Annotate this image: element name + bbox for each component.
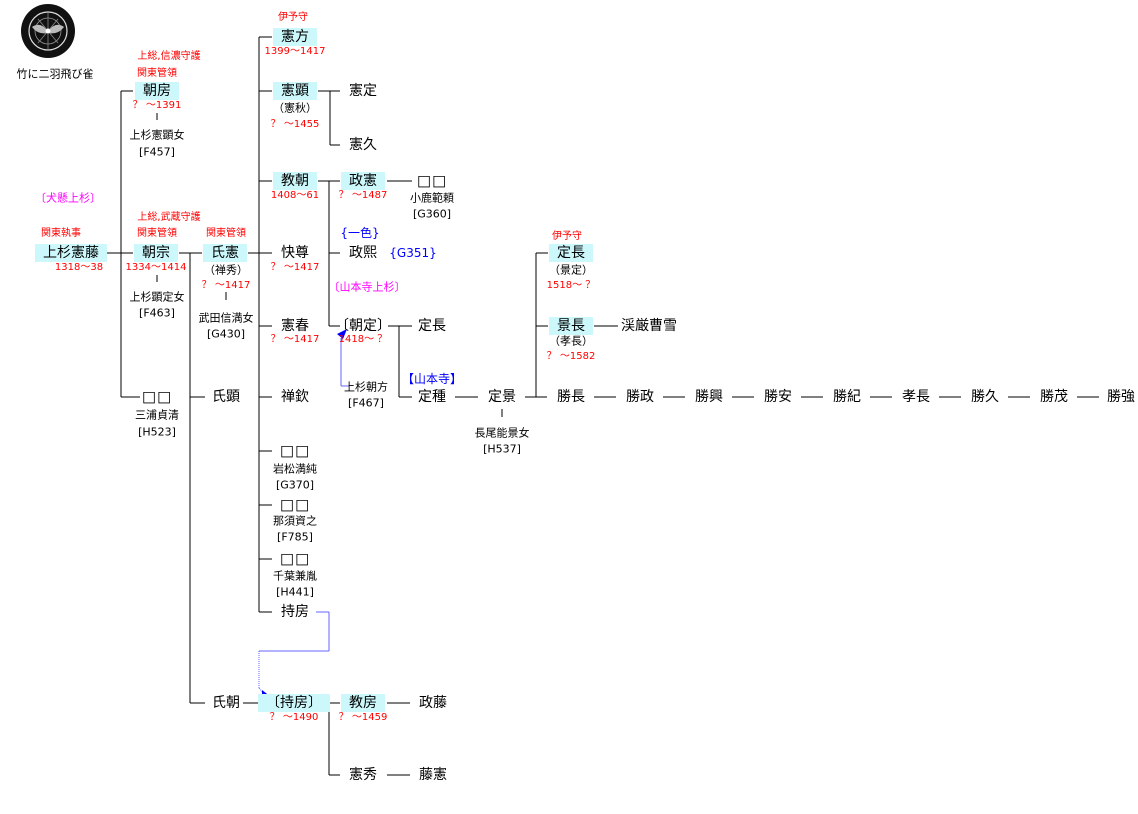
title: 関東管領 bbox=[137, 228, 177, 239]
spouse: 武田信満女 bbox=[198, 311, 254, 325]
person-name: 勝紀 bbox=[833, 389, 861, 405]
dates: 1408～61 bbox=[270, 190, 320, 201]
dates: 1318～38 bbox=[54, 262, 104, 273]
adoption-arrowhead-icon bbox=[337, 329, 347, 339]
dates: ？ ～1582 bbox=[546, 351, 596, 362]
person-name: 憲方 bbox=[273, 28, 317, 46]
title: 関東管領 bbox=[206, 228, 246, 239]
crest-caption: 竹に二羽飛び雀 bbox=[16, 67, 94, 81]
person-name: 憲定 bbox=[349, 83, 377, 99]
spouse-ref: [F463] bbox=[139, 306, 175, 320]
spouse-ref: [G360] bbox=[412, 207, 452, 221]
dates: 1334～1414 bbox=[125, 262, 187, 273]
person-name: 上杉憲藤 bbox=[35, 244, 107, 262]
person-name: 定種 bbox=[418, 389, 446, 405]
dates: ？ ～1391 bbox=[132, 100, 182, 111]
spouse: 三浦貞清 bbox=[135, 408, 179, 422]
person-name: □□ bbox=[279, 549, 311, 568]
person-name: 教房 bbox=[341, 694, 385, 712]
spouse-ref: [F457] bbox=[139, 145, 175, 159]
dates: ？ ～1487 bbox=[338, 190, 388, 201]
title: 関東執事 bbox=[41, 228, 81, 239]
branch-label-yamamotodera: 【山本寺】 bbox=[401, 372, 463, 386]
person-name: 勝強 bbox=[1107, 389, 1135, 405]
person-name: 景長 bbox=[549, 317, 593, 335]
person-name: □□ bbox=[279, 441, 311, 460]
title: 上総,武蔵守護 bbox=[137, 212, 201, 223]
person-name: 氏朝 bbox=[212, 695, 240, 711]
person-name: 定長 bbox=[549, 244, 593, 262]
person-name: 憲久 bbox=[349, 137, 377, 153]
person-name: 憲秀 bbox=[349, 767, 377, 783]
person-name: 氏顕 bbox=[212, 389, 240, 405]
spouse-ref: [G430] bbox=[206, 327, 246, 341]
person-name: 〔朝定〕 bbox=[335, 318, 391, 334]
dates: ？ ～1455 bbox=[270, 119, 320, 130]
person-name: □□ bbox=[141, 387, 173, 406]
note-isshiki: {一色} bbox=[340, 226, 380, 240]
person-name: 教朝 bbox=[273, 172, 317, 190]
spouse: 那須資之 bbox=[273, 514, 317, 528]
dates: ？ ～1417 bbox=[201, 280, 251, 291]
spouse: 小鹿範頼 bbox=[410, 191, 454, 205]
person-name: □□ bbox=[416, 171, 448, 190]
title: 伊予守 bbox=[278, 12, 308, 23]
person-name: □□ bbox=[279, 495, 311, 514]
person-name: 憲顕 bbox=[273, 82, 317, 100]
alias: （孝長） bbox=[549, 334, 593, 348]
family-crest-icon bbox=[21, 4, 75, 58]
alias: （憲秋） bbox=[273, 101, 317, 115]
spouse: 上杉顕定女 bbox=[129, 290, 185, 304]
person-name: 朝宗 bbox=[134, 244, 178, 262]
person-name: 憲春 bbox=[281, 318, 309, 334]
person-name: 勝政 bbox=[626, 389, 654, 405]
person-name: 勝久 bbox=[971, 389, 999, 405]
alias: （禅秀） bbox=[204, 263, 248, 277]
title: 伊予守 bbox=[552, 231, 582, 242]
person-name: 氏憲 bbox=[203, 244, 247, 262]
person-name: 朝房 bbox=[135, 82, 179, 100]
dates: ？ ～1459 bbox=[338, 712, 388, 723]
adoptive-father: 上杉朝方 bbox=[344, 380, 388, 394]
person-name: 藤憲 bbox=[419, 767, 447, 783]
title: 上総,信濃守護 bbox=[137, 51, 201, 62]
spouse-ref: [G370] bbox=[275, 478, 315, 492]
branch-label-inukake: 〔犬懸上杉〕 bbox=[35, 191, 101, 205]
spouse-ref: [H441] bbox=[276, 585, 314, 599]
spouse-ref: [H537] bbox=[483, 442, 521, 456]
person-name: 勝安 bbox=[764, 389, 792, 405]
spouse-ref: [H523] bbox=[138, 425, 176, 439]
dates: 1518～ ？ bbox=[546, 280, 596, 291]
dates: ？ ～1417 bbox=[270, 334, 320, 345]
spouse: 岩松満純 bbox=[273, 462, 317, 476]
spouse-ref: [F785] bbox=[277, 530, 313, 544]
person-name: 禅欽 bbox=[281, 389, 309, 405]
dates: ？ ～1417 bbox=[270, 262, 320, 273]
person-name: 定景 bbox=[488, 389, 516, 405]
spouse: 上杉憲顕女 bbox=[129, 128, 185, 142]
person-name: 勝長 bbox=[557, 389, 585, 405]
person-name: 政熙 bbox=[349, 245, 377, 261]
person-name: 勝茂 bbox=[1040, 389, 1068, 405]
spouse: 長尾能景女 bbox=[474, 426, 530, 440]
person-name: 〔持房〕 bbox=[258, 694, 330, 712]
person-name: 快尊 bbox=[281, 245, 309, 261]
person-name: 渓厳曹雪 bbox=[621, 318, 677, 334]
title: 関東管領 bbox=[137, 68, 177, 79]
person-name: 持房 bbox=[281, 604, 309, 620]
dates: ？ ～1490 bbox=[269, 712, 319, 723]
person-name: 孝長 bbox=[902, 389, 930, 405]
person-name: 政憲 bbox=[341, 172, 385, 190]
spouse: 千葉兼胤 bbox=[273, 569, 317, 583]
person-name: 勝興 bbox=[695, 389, 723, 405]
note-g351: {G351} bbox=[389, 246, 437, 260]
dates: 1399～1417 bbox=[264, 46, 326, 57]
person-name: 定長 bbox=[418, 318, 446, 334]
dates: 1418～ ？ bbox=[338, 334, 388, 345]
alias: （景定） bbox=[549, 263, 593, 277]
person-name: 政藤 bbox=[419, 695, 447, 711]
father-ref: [F467] bbox=[348, 396, 384, 410]
branch-label-yamamotodera-uesugi: 〔山本寺上杉〕 bbox=[328, 280, 406, 294]
